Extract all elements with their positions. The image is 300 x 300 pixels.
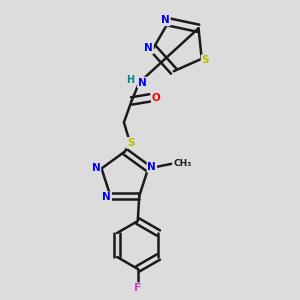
- Text: N: N: [102, 193, 111, 202]
- Text: N: N: [144, 44, 153, 53]
- Text: CH₃: CH₃: [174, 159, 192, 168]
- Text: N: N: [92, 164, 100, 173]
- Text: S: S: [127, 138, 134, 148]
- Text: F: F: [134, 283, 142, 293]
- Text: N: N: [138, 77, 147, 88]
- Text: O: O: [152, 93, 161, 103]
- Text: S: S: [202, 55, 209, 65]
- Text: H: H: [127, 75, 135, 85]
- Text: N: N: [161, 15, 170, 26]
- Text: N: N: [148, 162, 156, 172]
